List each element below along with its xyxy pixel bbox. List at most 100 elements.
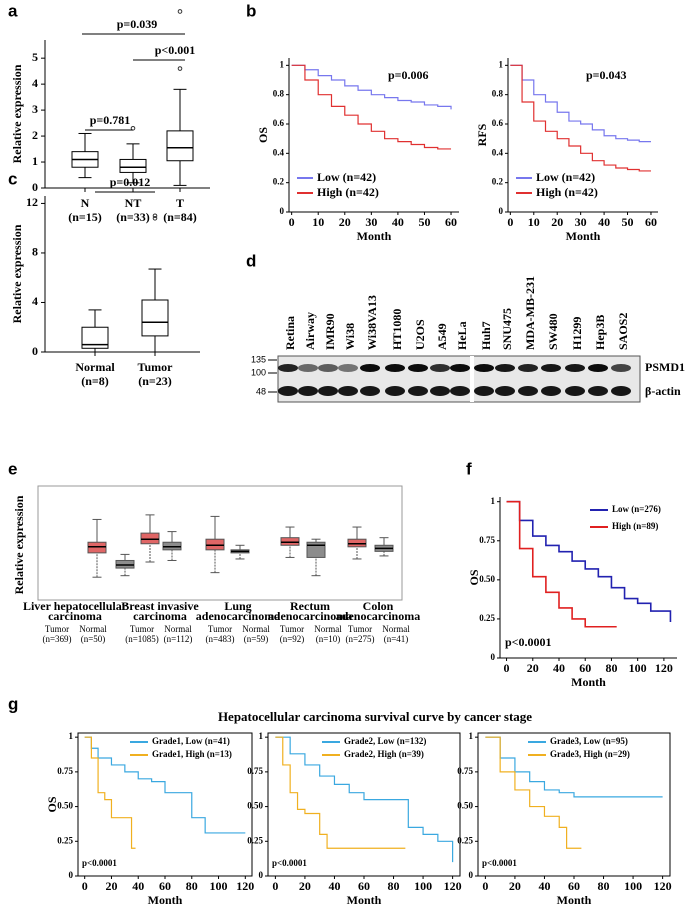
count-label: (n=369): [42, 634, 71, 644]
y-tick-label: 4: [32, 76, 38, 90]
y-tick-label: 0.50: [479, 574, 495, 584]
legend-label: Grade3, High (n=29): [550, 749, 630, 759]
group-label: Normal: [164, 624, 192, 634]
axis: [477, 732, 671, 877]
y-tick-label: 1: [499, 59, 504, 69]
x-tick-label: 30: [365, 215, 377, 229]
p-value: p=0.039: [117, 17, 158, 31]
group-label: Normal: [314, 624, 342, 634]
box: [81, 326, 109, 349]
group-label: Tumor: [208, 624, 232, 634]
y-tick-label: 0: [469, 870, 474, 880]
y-tick-label: 0: [280, 206, 285, 216]
protein-label: PSMD1: [645, 360, 685, 374]
count-label: (n=112): [164, 634, 193, 644]
lane-label: Hep3B: [593, 315, 607, 350]
x-axis-label: Month: [347, 893, 382, 905]
band: [611, 364, 631, 372]
band: [338, 364, 358, 372]
x-tick-label: 40: [132, 879, 144, 893]
y-tick-label: 0: [32, 180, 38, 194]
x-tick-label: 100: [414, 879, 432, 893]
band: [430, 386, 450, 396]
lane-label: Wi38VA13: [365, 295, 379, 350]
count-label: (n=10): [316, 634, 341, 644]
survival-curve: [84, 736, 136, 849]
x-count-label: (n=15): [68, 210, 102, 224]
legend-label: High (n=89): [612, 521, 658, 531]
x-tick-label: 60: [445, 215, 457, 229]
band: [495, 386, 515, 396]
legend-label: Low (n=42): [317, 170, 376, 184]
count-label: (n=41): [384, 634, 409, 644]
band: [518, 364, 538, 372]
legend-label: Grade2, Low (n=132): [344, 736, 426, 746]
x-tick-label: 30: [575, 215, 587, 229]
x-tick-label: 0: [289, 215, 295, 229]
count-label: (n=483): [205, 634, 234, 644]
box: [115, 559, 135, 569]
legend-label: Grade1, High (n=13): [152, 749, 232, 759]
category-label: Colon: [363, 599, 394, 613]
y-tick-label: 4: [32, 294, 38, 308]
x-tick-label: 60: [568, 879, 580, 893]
legend-label: Low (n=42): [536, 170, 595, 184]
x-tick-label: 0: [272, 879, 278, 893]
x-tick-label: 20: [339, 215, 351, 229]
x-tick-label: 60: [579, 661, 591, 675]
band: [278, 364, 298, 372]
x-tick-label: T: [176, 196, 184, 210]
group-label: Normal: [242, 624, 270, 634]
x-tick-label: 60: [159, 879, 171, 893]
y-tick-label: 0.50: [57, 801, 73, 811]
band: [318, 386, 338, 396]
y-tick-label: 3: [32, 102, 38, 116]
category-label: Rectum: [290, 599, 330, 613]
x-tick-label: 50: [622, 215, 634, 229]
x-count-label: (n=23): [138, 374, 172, 388]
y-tick-label: 0.75: [57, 766, 73, 776]
plot-frame: [37, 485, 403, 601]
outlier: [177, 66, 183, 71]
lane-label: Retina: [283, 316, 297, 350]
x-tick-label: 40: [328, 879, 340, 893]
y-tick-label: 0.4: [492, 147, 504, 157]
lane-label: U2OS: [413, 319, 427, 350]
band: [474, 386, 494, 396]
group-label: Tumor: [45, 624, 69, 634]
x-tick-label: 0: [82, 879, 88, 893]
x-axis-label: Month: [148, 893, 183, 905]
p-value: p=0.012: [110, 175, 151, 189]
x-tick-label: 20: [299, 879, 311, 893]
x-tick-label: 120: [236, 879, 254, 893]
box: [140, 532, 160, 545]
box: [347, 538, 367, 548]
p-value: p=0.781: [90, 113, 131, 127]
y-tick-label: 0.75: [247, 766, 263, 776]
y-tick-label: 0.6: [492, 118, 504, 128]
y-tick-label: 5: [32, 50, 38, 64]
survival-curve: [275, 736, 406, 849]
y-tick-label: 1: [491, 496, 496, 506]
y-tick-label: 1: [469, 731, 474, 741]
legend-label: Low (n=276): [612, 504, 661, 514]
band: [298, 364, 318, 372]
p-value: p=0.006: [388, 68, 429, 82]
x-tick-label: N: [81, 196, 90, 210]
y-tick-label: 0: [491, 652, 496, 662]
x-tick-label: 10: [312, 215, 324, 229]
y-tick-label: 0.8: [273, 89, 285, 99]
survival-curve: [275, 736, 454, 863]
category-label: Liver hepatocellular: [23, 599, 128, 613]
x-tick-label: 120: [654, 879, 672, 893]
band: [588, 364, 608, 372]
y-tick-label: 1: [259, 731, 264, 741]
marker-label: 135: [251, 354, 266, 364]
box: [166, 130, 194, 162]
category-label: adenocarcinoma: [336, 609, 420, 623]
x-tick-label: 0: [504, 661, 510, 675]
count-label: (n=59): [244, 634, 269, 644]
survival-curve: [506, 500, 617, 628]
band: [278, 386, 298, 396]
